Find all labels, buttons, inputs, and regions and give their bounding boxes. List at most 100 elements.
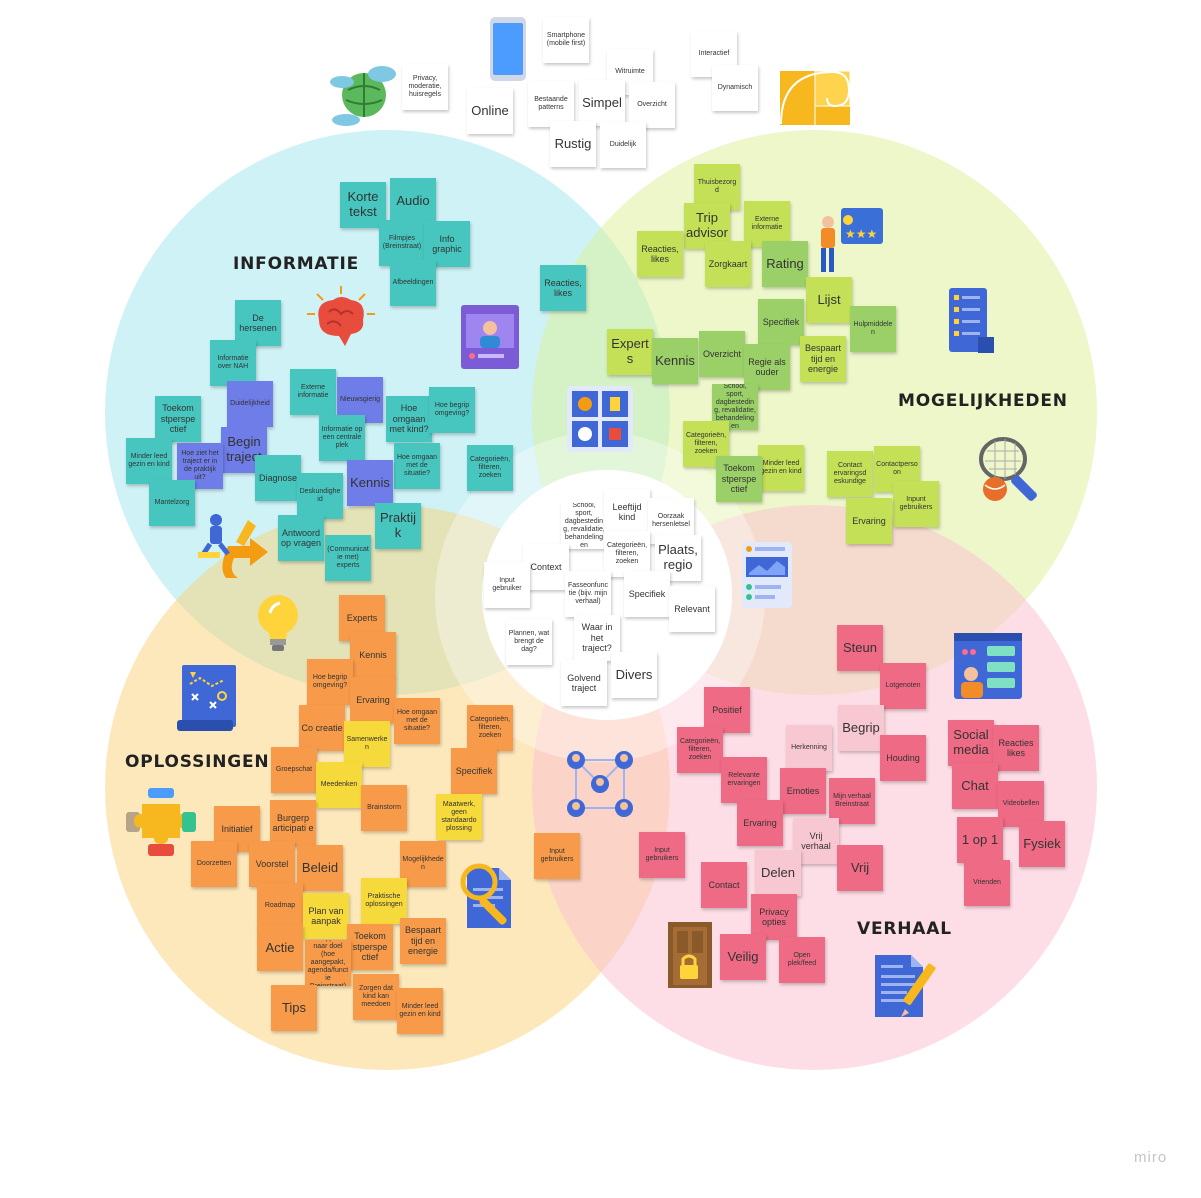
sticky-note[interactable]: Praktijk [375, 503, 421, 549]
sticky-note[interactable]: Open plek/feed [779, 937, 825, 983]
sticky-note[interactable]: Ervaring [350, 677, 396, 723]
sticky-note[interactable]: Groepschat [271, 747, 317, 793]
sticky-note[interactable]: Info graphic [424, 221, 470, 267]
sticky-note[interactable]: Filmpjes (Breinstraat) [379, 220, 425, 266]
sticky-note[interactable]: Videobellen [998, 781, 1044, 827]
sticky-note[interactable]: Toekom stperspe ctief [347, 924, 393, 970]
sticky-note[interactable]: Externe informatie [290, 369, 336, 415]
sticky-note[interactable]: Mijn verhaal Breinstraat [829, 778, 875, 824]
sticky-note[interactable]: Diagnose [255, 455, 301, 501]
sticky-note[interactable]: Veilig [720, 934, 766, 980]
sticky-note[interactable]: Categorieën, filteren, zoeken [467, 445, 513, 491]
sticky-note[interactable]: Reacties, likes [637, 231, 683, 277]
sticky-note[interactable]: Tips [271, 985, 317, 1031]
sticky-note[interactable]: Beleid [297, 845, 343, 891]
sticky-note[interactable]: Input gebruikers [639, 832, 685, 878]
sticky-note[interactable]: Golvend traject [561, 660, 607, 706]
sticky-note[interactable]: Delen [755, 850, 801, 896]
sticky-note[interactable]: Lotgenoten [880, 663, 926, 709]
sticky-note[interactable]: Categorieën, filteren, zoeken [677, 727, 723, 773]
sticky-note[interactable]: Stappen naar doel (hoe aangepakt, agenda… [305, 940, 351, 986]
sticky-note[interactable]: Doorzetten [191, 841, 237, 887]
sticky-note[interactable]: Relevant [669, 586, 715, 632]
sticky-note[interactable]: Vrienden [964, 860, 1010, 906]
sticky-note[interactable]: Hoe omgaan met kind? [386, 396, 432, 442]
sticky-note[interactable]: 1 op 1 [957, 817, 1003, 863]
sticky-note[interactable]: Privacy opties [751, 894, 797, 940]
sticky-note[interactable]: Praktische oplossingen [361, 878, 407, 924]
sticky-note[interactable]: Duidelijkheid [227, 381, 273, 427]
sticky-note[interactable]: Plan van aanpak [303, 893, 349, 939]
sticky-note[interactable]: Burgerp articipati e [270, 800, 316, 846]
sticky-note[interactable]: Categorieën, filteren, zoeken [467, 705, 513, 751]
sticky-note[interactable]: Roadmap [257, 883, 303, 929]
sticky-note[interactable]: Actie [257, 925, 303, 971]
sticky-note[interactable]: Ervaring [737, 800, 783, 846]
sticky-note[interactable]: Social media [948, 720, 994, 766]
sticky-note[interactable]: Mantelzorg [149, 480, 195, 526]
sticky-note[interactable]: Bespaart tijd en energie [800, 336, 846, 382]
sticky-note[interactable]: Meedenken [316, 762, 362, 808]
sticky-note[interactable]: Co creatie [299, 705, 345, 751]
sticky-note[interactable]: Leeftijd kind [604, 489, 650, 535]
sticky-note[interactable]: Chat [952, 763, 998, 809]
sticky-note[interactable]: Hoe omgaan met de situatie? [394, 443, 440, 489]
sticky-note[interactable]: Mogelijkheden [400, 841, 446, 887]
sticky-note[interactable]: Relevante ervaringen [721, 757, 767, 803]
sticky-note[interactable]: Ervaring [846, 498, 892, 544]
sticky-note[interactable]: Antwoord op vragen [278, 515, 324, 561]
sticky-note[interactable]: Hoe begrip omgeving? [307, 659, 353, 705]
sticky-note[interactable]: Contact ervaringsd eskundige [827, 451, 873, 497]
sticky-note[interactable]: Begrip [838, 705, 884, 751]
sticky-note[interactable]: Privacy, moderatie, huisregels [402, 64, 448, 110]
sticky-note[interactable]: Dynamisch [712, 65, 758, 111]
sticky-note[interactable]: Specifiek [624, 571, 670, 617]
sticky-note[interactable]: Emoties [780, 768, 826, 814]
sticky-note[interactable]: Plannen, wat brengt de dag? [506, 619, 552, 665]
sticky-note[interactable]: Contact [701, 862, 747, 908]
sticky-note[interactable]: Hoe begrip omgeving? [429, 387, 475, 433]
sticky-note[interactable]: Lijst [806, 277, 852, 323]
sticky-note[interactable]: Fasseonfunctie (bijv. mijn verhaal) [565, 571, 611, 617]
sticky-note[interactable]: Bestaande patterns [528, 81, 574, 127]
sticky-note[interactable]: Kennis [652, 338, 698, 384]
sticky-note[interactable]: Input gebruikers [534, 833, 580, 879]
sticky-note[interactable]: Regie als ouder [744, 344, 790, 390]
sticky-note[interactable]: Steun [837, 625, 883, 671]
sticky-note[interactable]: Smartphone (mobile first) [543, 17, 589, 63]
sticky-note[interactable]: Rating [762, 241, 808, 287]
sticky-note[interactable]: Context [523, 544, 569, 590]
sticky-note[interactable]: Kennis [350, 632, 396, 678]
sticky-note[interactable]: Reacties, likes [540, 265, 586, 311]
sticky-note[interactable]: Zorgkaart [705, 241, 751, 287]
sticky-note[interactable]: Fysiek [1019, 821, 1065, 867]
sticky-note[interactable]: Maatwerk, geen standaardo plossing [436, 794, 482, 840]
sticky-note[interactable]: Toekom stperspe ctief [716, 456, 762, 502]
sticky-note[interactable]: Bespaart tijd en energie [400, 918, 446, 964]
sticky-note[interactable]: Audio [390, 178, 436, 224]
sticky-note[interactable]: Informatie op een centrale plek [319, 415, 365, 461]
sticky-note[interactable]: Houding [880, 735, 926, 781]
sticky-note[interactable]: Thuisbezorgd [694, 164, 740, 210]
sticky-note[interactable]: Rustig [550, 121, 596, 167]
sticky-note[interactable]: Inpunt gebruikers [893, 481, 939, 527]
sticky-note[interactable]: Externe informatie [744, 201, 790, 247]
sticky-note[interactable]: Experts [607, 329, 653, 375]
sticky-note[interactable]: Overzicht [699, 331, 745, 377]
sticky-note[interactable]: Reacties likes [993, 725, 1039, 771]
sticky-note[interactable]: Input gebruiker [484, 562, 530, 608]
sticky-note[interactable]: Korte tekst [340, 182, 386, 228]
sticky-note[interactable]: Minder leed gezin en kind [758, 445, 804, 491]
sticky-note[interactable]: Begin traject [221, 427, 267, 473]
sticky-note[interactable]: Specifiek [451, 748, 497, 794]
sticky-note[interactable]: Minder leed gezin en kind [126, 438, 172, 484]
sticky-note[interactable]: Simpel [579, 80, 625, 126]
sticky-note[interactable]: Positief [704, 687, 750, 733]
sticky-note[interactable]: Specifiek [758, 299, 804, 345]
sticky-note[interactable]: De hersenen [235, 300, 281, 346]
sticky-note[interactable]: Samenwerken [344, 721, 390, 767]
sticky-note[interactable]: Divers [611, 652, 657, 698]
sticky-note[interactable]: Afbeeldingen [390, 260, 436, 306]
sticky-note[interactable]: School, sport, dagbesteding, revalidatie… [561, 503, 607, 549]
